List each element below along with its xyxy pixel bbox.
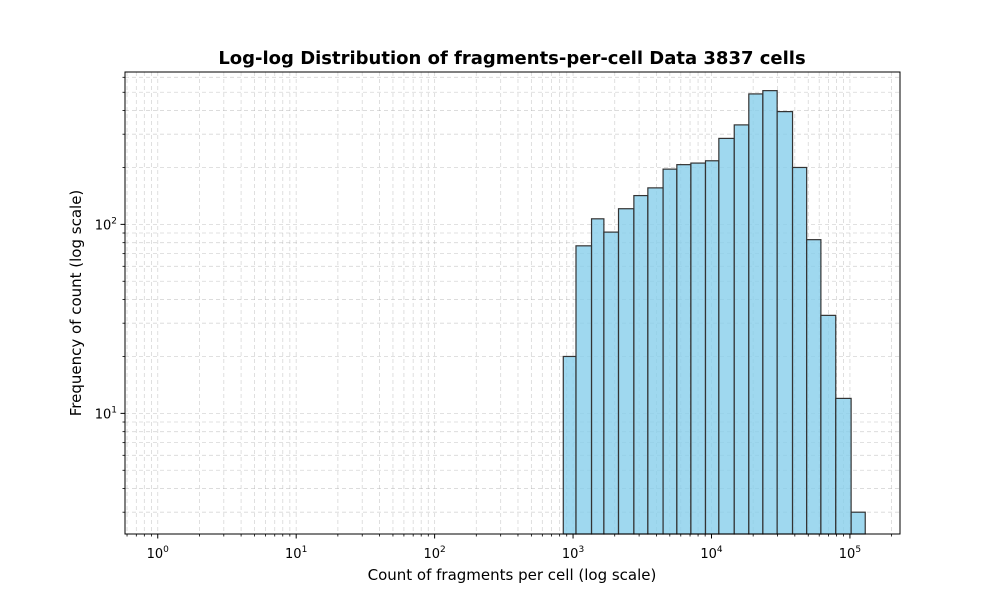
y-tick-label: 101: [95, 405, 117, 422]
x-tick-label: 102: [423, 545, 445, 562]
x-tick-label: 100: [147, 545, 170, 562]
histogram-bar: [850, 511, 866, 535]
chart-title: Log-log Distribution of fragments-per-ce…: [218, 48, 805, 69]
histogram-bar: [776, 111, 794, 535]
histogram-bar: [662, 168, 678, 535]
x-tick-label: 104: [700, 545, 723, 562]
histogram-bar: [733, 124, 750, 535]
histogram-bar: [590, 218, 605, 535]
histogram-bar: [806, 239, 822, 535]
histogram-bar: [748, 93, 764, 535]
histogram-bar: [575, 245, 593, 535]
histogram-bar: [704, 160, 720, 535]
histogram-bar: [633, 194, 649, 535]
histogram-bar: [603, 231, 620, 535]
histogram-bars: [562, 90, 866, 535]
histogram-bar: [676, 164, 692, 535]
histogram-bar: [690, 162, 707, 535]
histogram-bar: [562, 355, 577, 535]
x-tick-label: 101: [285, 545, 307, 562]
y-tick-label: 102: [95, 216, 117, 233]
x-tick-label: 103: [562, 545, 584, 562]
histogram-bar: [718, 137, 735, 535]
x-axis-label: Count of fragments per cell (log scale): [368, 566, 657, 584]
histogram-bar: [617, 208, 635, 535]
histogram-bar: [647, 187, 664, 535]
y-axis-label: Frequency of count (log scale): [67, 190, 85, 417]
histogram-bar: [820, 314, 837, 535]
plot-frame: [124, 71, 901, 535]
histogram-bar: [791, 166, 808, 535]
histogram-bar: [835, 397, 852, 535]
axis-ticks: 100 101 102 103 104 105 101 102: [95, 76, 892, 562]
histogram-bar: [762, 90, 778, 535]
x-tick-label: 105: [839, 545, 861, 562]
